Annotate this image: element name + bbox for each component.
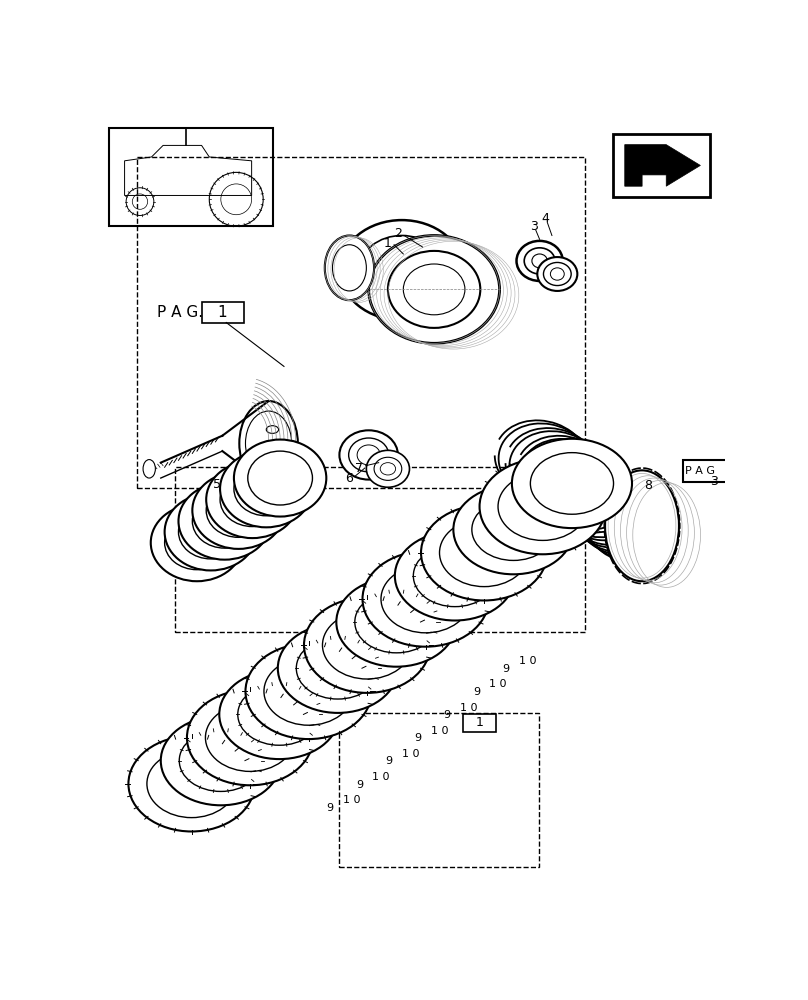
Ellipse shape xyxy=(239,401,298,486)
Ellipse shape xyxy=(179,505,243,559)
Bar xyxy=(683,460,739,482)
Text: 4: 4 xyxy=(542,212,549,225)
Text: 9: 9 xyxy=(326,803,334,813)
Ellipse shape xyxy=(192,472,284,549)
Text: 9: 9 xyxy=(415,733,422,743)
Polygon shape xyxy=(625,145,701,186)
Text: 2: 2 xyxy=(394,227,402,240)
Text: 1 0: 1 0 xyxy=(431,726,448,736)
Text: 8: 8 xyxy=(644,479,652,492)
Ellipse shape xyxy=(336,577,457,667)
Ellipse shape xyxy=(128,736,255,831)
Text: 1 0: 1 0 xyxy=(402,749,419,759)
Text: 1 0: 1 0 xyxy=(372,772,389,782)
Ellipse shape xyxy=(278,624,398,713)
Text: 9: 9 xyxy=(473,687,480,697)
Ellipse shape xyxy=(234,462,299,516)
Text: 6: 6 xyxy=(346,472,353,485)
Text: 9: 9 xyxy=(356,780,363,790)
Ellipse shape xyxy=(512,439,632,528)
Ellipse shape xyxy=(340,220,463,320)
Ellipse shape xyxy=(179,483,271,560)
Ellipse shape xyxy=(143,460,155,478)
Ellipse shape xyxy=(605,470,679,581)
Ellipse shape xyxy=(480,459,606,554)
Text: 9: 9 xyxy=(502,664,509,674)
Ellipse shape xyxy=(192,494,257,548)
Ellipse shape xyxy=(374,457,402,480)
Ellipse shape xyxy=(165,493,257,570)
Bar xyxy=(613,134,709,197)
Ellipse shape xyxy=(220,450,313,527)
Text: 5: 5 xyxy=(213,478,221,491)
Ellipse shape xyxy=(264,657,353,725)
Bar xyxy=(463,714,496,732)
Text: 1: 1 xyxy=(476,716,483,729)
Ellipse shape xyxy=(147,750,236,818)
Text: 3: 3 xyxy=(530,220,538,233)
Ellipse shape xyxy=(205,704,295,771)
Ellipse shape xyxy=(516,241,562,281)
Bar xyxy=(201,302,244,323)
Ellipse shape xyxy=(339,430,398,480)
Ellipse shape xyxy=(544,262,571,286)
Bar xyxy=(339,713,539,867)
Ellipse shape xyxy=(234,440,326,517)
Bar xyxy=(109,128,273,226)
Ellipse shape xyxy=(524,248,555,274)
Text: 7: 7 xyxy=(356,462,364,475)
Text: 1: 1 xyxy=(384,237,392,250)
Ellipse shape xyxy=(530,453,613,514)
Ellipse shape xyxy=(348,438,389,472)
Ellipse shape xyxy=(151,504,243,581)
Ellipse shape xyxy=(381,565,470,633)
Bar xyxy=(137,157,585,488)
Bar xyxy=(175,466,585,632)
Ellipse shape xyxy=(498,473,587,540)
Text: 1 0: 1 0 xyxy=(490,679,507,689)
Ellipse shape xyxy=(248,451,313,505)
Text: 1: 1 xyxy=(217,305,227,320)
Ellipse shape xyxy=(304,597,431,693)
Ellipse shape xyxy=(246,644,372,739)
Ellipse shape xyxy=(322,611,412,679)
Ellipse shape xyxy=(537,257,578,291)
Ellipse shape xyxy=(388,251,480,328)
Ellipse shape xyxy=(206,483,271,537)
Ellipse shape xyxy=(206,461,299,538)
Ellipse shape xyxy=(440,519,528,587)
Ellipse shape xyxy=(161,716,281,805)
Ellipse shape xyxy=(363,551,489,647)
Text: 1 0: 1 0 xyxy=(519,656,536,666)
Text: P A G.: P A G. xyxy=(157,305,203,320)
Ellipse shape xyxy=(453,485,574,574)
Ellipse shape xyxy=(360,235,444,305)
Ellipse shape xyxy=(366,450,410,487)
Text: 9: 9 xyxy=(385,756,392,766)
Ellipse shape xyxy=(395,531,515,620)
Ellipse shape xyxy=(355,591,438,653)
Ellipse shape xyxy=(297,637,380,699)
Text: 1 0: 1 0 xyxy=(460,703,478,713)
Ellipse shape xyxy=(187,690,314,785)
Ellipse shape xyxy=(165,516,229,570)
Ellipse shape xyxy=(220,473,284,527)
Text: 9: 9 xyxy=(444,710,451,720)
Ellipse shape xyxy=(421,505,547,600)
Ellipse shape xyxy=(179,730,263,791)
Ellipse shape xyxy=(219,670,339,759)
Ellipse shape xyxy=(414,545,496,607)
Text: 3: 3 xyxy=(709,475,718,488)
Ellipse shape xyxy=(238,684,321,745)
Ellipse shape xyxy=(368,235,499,343)
Text: 1 0: 1 0 xyxy=(343,795,360,805)
Text: P A G: P A G xyxy=(685,466,715,476)
Ellipse shape xyxy=(325,235,374,300)
Ellipse shape xyxy=(472,499,555,560)
